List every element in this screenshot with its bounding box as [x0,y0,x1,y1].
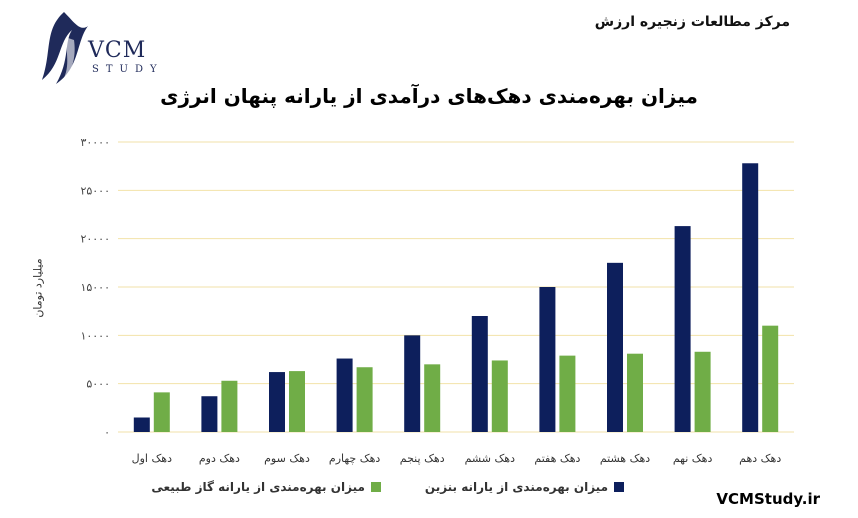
bar-gasoline [269,372,285,432]
bar-gas [491,360,508,432]
bar-gasoline [742,163,759,432]
logo-subtext: STUDY [92,64,164,75]
legend-item-gas: میزان بهره‌مندی از یارانه گاز طبیعی [151,480,381,494]
organization-name: مرکز مطالعات زنجیره ارزش [594,14,790,30]
bar-gas [153,392,170,432]
legend-item-gasoline: میزان بهره‌مندی از یارانه بنزین [425,480,624,494]
y-tick-label: ۳۰۰۰۰ [80,136,110,149]
x-tick-label: دهک دهم [739,452,781,465]
y-tick-label: ۱۰۰۰۰ [80,329,110,342]
y-tick-label: ۵۰۰۰ [86,378,110,391]
bar-gas [356,367,373,432]
legend: میزان بهره‌مندی از یارانه بنزین میزان به… [151,480,624,494]
bar-gas [289,371,305,432]
legend-label-gas: میزان بهره‌مندی از یارانه گاز طبیعی [151,480,365,494]
x-tick-label: دهک ششم [465,452,515,465]
bar-gas [559,355,576,432]
x-tick-label: دهک نهم [673,452,713,465]
logo-text: VCM [88,38,147,63]
bar-gasoline [539,287,556,432]
bar-gasoline [471,316,488,432]
legend-swatch-gas [370,482,381,492]
x-tick-label: دهک اول [132,452,173,465]
website-url: VCMStudy.ir [716,490,820,508]
x-tick-label: دهک هفتم [534,452,580,465]
x-tick-label: دهک سوم [264,452,310,465]
bar-gasoline [607,262,623,432]
y-tick-label: ۰ [104,426,110,439]
x-tick-label: دهک پنجم [400,452,445,465]
bar-gasoline [201,396,218,432]
bar-gas [627,353,643,432]
legend-swatch-gasoline [614,482,624,492]
bar-gasoline [336,358,353,432]
legend-label-gasoline: میزان بهره‌مندی از یارانه بنزین [424,480,608,494]
y-tick-label: ۲۰۰۰۰ [80,233,110,246]
bar-gas [424,364,441,432]
x-tick-label: دهک دوم [199,452,240,465]
bar-gas [221,380,238,432]
bar-gas [762,325,779,432]
bar-gasoline [674,226,691,432]
bar-gasoline [404,335,421,432]
x-tick-label: دهک چهارم [329,452,380,465]
bar-gasoline [133,417,150,432]
vcm-logo [42,12,88,84]
bar-gas [694,351,711,432]
chart-title: میزان بهره‌مندی دهک‌های درآمدی از یارانه… [160,84,698,108]
x-tick-label: دهک هشتم [600,452,650,465]
y-tick-label: ۱۵۰۰۰ [80,281,110,294]
y-tick-label: ۲۵۰۰۰ [80,184,110,197]
